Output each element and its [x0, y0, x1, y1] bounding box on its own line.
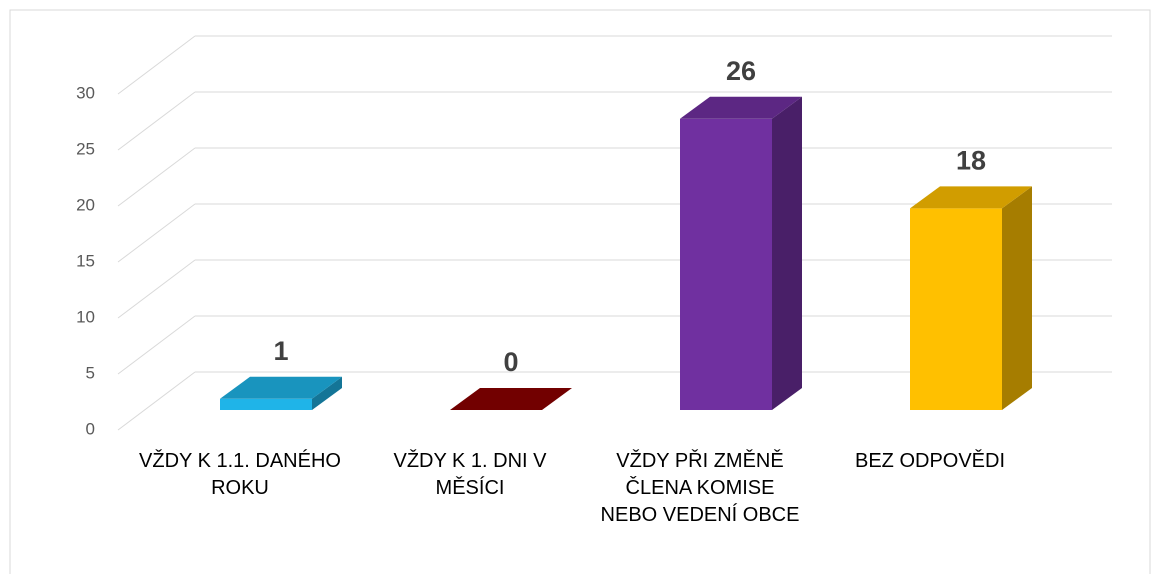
y-tick-label: 15 [76, 251, 95, 270]
y-tick-label: 25 [76, 139, 95, 158]
x-tick-label: BEZ ODPOVĚDI [854, 450, 1006, 472]
bar-side [312, 376, 342, 410]
bar [220, 398, 312, 410]
bar-top [680, 96, 802, 119]
x-tick-label: VŽDY PŘI ZMĚNĚ ČLENA KOMISE NEBO VEDENÍ … [600, 450, 800, 526]
grid-line [117, 371, 196, 431]
bar-top [450, 388, 572, 410]
bar [910, 208, 1002, 410]
data-label: 0 [503, 347, 518, 377]
y-tick-label: 10 [76, 307, 95, 326]
x-tick-label: VŽDY K 1.1. DANÉHO ROKU [139, 450, 341, 499]
grid-line [117, 259, 196, 319]
grid-line [117, 203, 196, 263]
grid-line [117, 315, 196, 375]
data-label: 18 [956, 146, 986, 176]
grid-line [117, 91, 196, 151]
chart-border [9, 9, 1151, 574]
bar-side [772, 96, 802, 411]
bar [680, 118, 772, 411]
y-tick-label: 20 [76, 195, 95, 214]
data-label: 26 [726, 56, 756, 86]
bar-top [910, 186, 1032, 209]
y-tick-label: 30 [76, 83, 95, 102]
bar-side [1002, 186, 1032, 410]
y-tick-label: 0 [86, 419, 95, 438]
bar-top [220, 376, 342, 399]
grid-line [117, 35, 196, 95]
x-tick-label: VŽDY K 1. DNI V MĚSÍCI [393, 450, 547, 499]
data-label: 1 [273, 336, 288, 366]
grid-line [117, 147, 196, 207]
y-tick-label: 5 [86, 363, 95, 382]
